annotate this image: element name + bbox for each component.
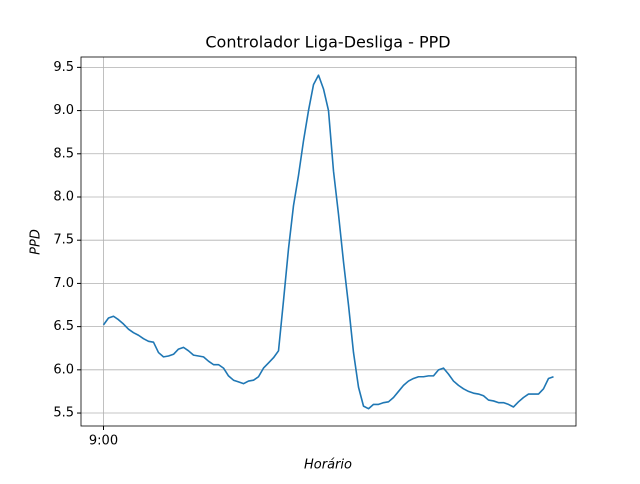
y-tick-label: 8.0 (53, 189, 74, 204)
y-tick-label: 6.5 (53, 319, 74, 334)
y-tick-label: 9.5 (53, 60, 74, 75)
y-tick-label: 6.0 (53, 362, 74, 377)
plot-frame (80, 56, 577, 427)
data-line (102, 74, 554, 410)
x-axis-label: Horário (304, 458, 352, 473)
y-tick-label: 7.0 (53, 276, 74, 291)
y-tick-label: 8.5 (53, 146, 74, 161)
y-tick-label: 5.5 (53, 406, 74, 421)
y-tick-label: 7.5 (53, 233, 74, 248)
chart-title: Controlador Liga-Desliga - PPD (205, 33, 450, 52)
x-tick-label: 9:00 (89, 434, 118, 449)
y-axis-label: PPD (29, 229, 44, 255)
y-tick-label: 9.0 (53, 103, 74, 118)
